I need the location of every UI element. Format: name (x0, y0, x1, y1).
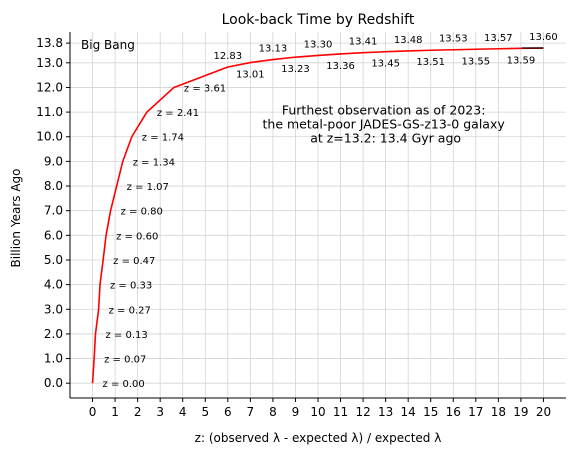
x-tick-label: 19 (513, 405, 528, 419)
x-tick-label: 5 (201, 405, 209, 419)
series-layer (91, 47, 544, 384)
y-tick-label: 12.0 (36, 80, 63, 94)
y-tick-label: 13.0 (36, 56, 63, 70)
x-axis-ticks: 0 1 2 3 4 5 6 7 8 9 10 11 12 13 14 15 16 17 18 19 20 (89, 398, 551, 419)
x-tick-label: 17 (468, 405, 483, 419)
lookback-value-label: 13.55 (461, 56, 490, 67)
z-value-label: z = 2.41 (157, 108, 199, 119)
x-tick-label: 10 (310, 405, 325, 419)
y-tick-label: 10.0 (36, 130, 63, 144)
grid (70, 32, 566, 398)
y-axis-ticks: 0.0 1.0 2.0 3.0 4.0 5.0 6.0 7.0 8.0 9.0 10.0 11.0 12… (36, 36, 70, 390)
x-tick-label: 3 (156, 405, 164, 419)
x-tick-label: 2 (134, 405, 142, 419)
lookback-value-label: 13.48 (394, 35, 423, 46)
x-tick-label: 1 (111, 405, 119, 419)
z-value-label: z = 1.07 (127, 182, 169, 193)
annotation-line-3: at z=13.2: 13.4 Gyr ago (310, 131, 461, 146)
x-tick-label: 4 (179, 405, 187, 419)
x-tick-label: 13 (378, 405, 393, 419)
lookback-value-label: 13.01 (236, 70, 265, 81)
x-tick-label: 8 (269, 405, 277, 419)
y-tick-label: 9.0 (44, 154, 63, 168)
lookback-value-label: 13.41 (349, 37, 378, 48)
lookback-value-label: 13.53 (439, 34, 468, 45)
y-tick-label: 5.0 (44, 253, 63, 267)
x-tick-label: 6 (224, 405, 232, 419)
y-axis-label: Billion Years Ago (9, 169, 23, 268)
lookback-time-line (91, 47, 544, 384)
x-tick-label: 11 (333, 405, 348, 419)
z-value-label: z = 3.61 (184, 83, 226, 94)
z-value-label: z = 1.34 (133, 157, 175, 168)
z-value-label: z = 0.80 (121, 207, 163, 218)
top-labels: 12.83 13.01 13.13 13.23 13.30 13.36 13.41 13.45… (213, 32, 557, 81)
y-tick-label: 6.0 (44, 228, 63, 242)
z-value-label: z = 0.07 (104, 355, 146, 366)
chart-title: Look-back Time by Redshift (222, 12, 415, 28)
y-tick-label: 8.0 (44, 179, 63, 193)
x-tick-label: 15 (423, 405, 438, 419)
z-value-label: z = 0.60 (116, 231, 158, 242)
x-tick-label: 9 (292, 405, 300, 419)
annotation-line-1: Furthest observation as of 2023: (282, 103, 486, 118)
furthest-observation-annotation: Furthest observation as of 2023: the met… (263, 103, 509, 146)
z-value-label: z = 0.27 (109, 305, 151, 316)
lookback-value-label: 13.45 (371, 59, 400, 70)
z-labels: z = 0.00 z = 0.07 z = 0.13 z = 0.27 z = 0.33… (103, 83, 227, 390)
annotation-line-2: the metal-poor JADES-GS-z13-0 galaxy (263, 117, 506, 132)
z-value-label: z = 1.74 (142, 133, 184, 144)
x-tick-label: 14 (401, 405, 416, 419)
lookback-value-label: 13.36 (326, 61, 355, 72)
y-tick-label: 1.0 (44, 352, 63, 366)
lookback-value-label: 13.60 (529, 32, 558, 43)
lookback-value-label: 13.59 (507, 55, 536, 66)
x-axis-label: z: (observed λ - expected λ) / expected … (195, 431, 442, 445)
y-tick-label: 2.0 (44, 327, 63, 341)
y-tick-label: 7.0 (44, 204, 63, 218)
y-tick-label: 4.0 (44, 278, 63, 292)
lookback-value-label: 12.83 (213, 51, 242, 62)
big-bang-label: Big Bang (81, 38, 135, 52)
z-value-label: z = 0.13 (105, 330, 147, 341)
lookback-value-label: 13.23 (281, 64, 310, 75)
y-tick-label: 13.8 (36, 36, 63, 50)
lookback-value-label: 13.30 (304, 39, 333, 50)
x-tick-label: 12 (355, 405, 370, 419)
z-value-label: z = 0.33 (110, 281, 152, 292)
lookback-value-label: 13.13 (259, 44, 288, 55)
x-tick-label: 7 (247, 405, 255, 419)
y-tick-label: 0.0 (44, 376, 63, 390)
x-tick-label: 20 (536, 405, 551, 419)
x-tick-label: 0 (89, 405, 97, 419)
z-value-label: z = 0.47 (113, 256, 155, 267)
x-tick-label: 16 (446, 405, 461, 419)
z-value-label: z = 0.00 (103, 379, 145, 390)
x-tick-label: 18 (491, 405, 506, 419)
y-tick-label: 3.0 (44, 302, 63, 316)
y-tick-label: 11.0 (36, 105, 63, 119)
lookback-value-label: 13.51 (416, 57, 445, 68)
lookback-value-label: 13.57 (484, 33, 513, 44)
